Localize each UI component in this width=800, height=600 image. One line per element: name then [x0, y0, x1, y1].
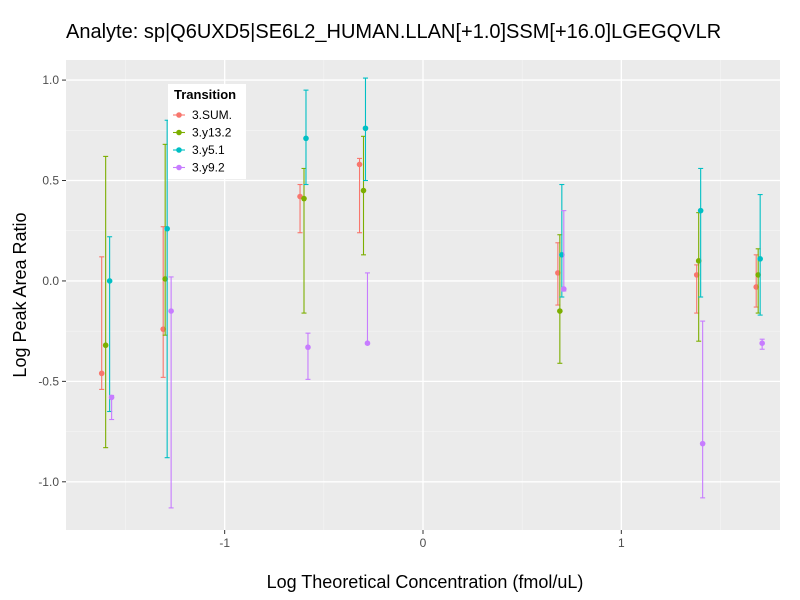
- data-point: [561, 286, 567, 292]
- legend-label: 3.y13.2: [192, 126, 232, 140]
- data-point: [168, 308, 174, 314]
- data-point: [557, 308, 563, 314]
- legend-title: Transition: [174, 87, 236, 102]
- y-tick-label: -0.5: [38, 374, 59, 388]
- legend-item: 3.y13.2: [173, 126, 232, 140]
- x-axis-title: Log Theoretical Concentration (fmol/uL): [267, 572, 584, 592]
- x-tick-label: -1: [219, 536, 230, 550]
- data-point: [162, 276, 168, 282]
- data-point: [356, 161, 363, 168]
- data-point: [301, 195, 307, 202]
- y-tick-label: -1.0: [38, 475, 59, 489]
- x-tick-label: 1: [618, 536, 625, 550]
- y-tick-label: 1.0: [42, 73, 59, 87]
- data-layer: [98, 77, 765, 509]
- grid-major: [66, 60, 780, 530]
- data-point: [106, 278, 113, 284]
- series-group: [108, 210, 765, 509]
- data-point: [164, 225, 170, 232]
- series-group: [98, 157, 759, 390]
- y-axis-title: Log Peak Area Ratio: [10, 212, 30, 377]
- data-point: [108, 394, 115, 401]
- data-point: [753, 284, 759, 290]
- data-point: [757, 256, 763, 262]
- legend-key-point: [176, 147, 182, 153]
- chart-title: Analyte: sp|Q6UXD5|SE6L2_HUMAN.LLAN[+1.0…: [66, 21, 721, 43]
- data-point: [699, 440, 706, 447]
- data-point: [160, 326, 166, 332]
- y-tick-label: 0.5: [42, 174, 59, 188]
- data-point: [759, 340, 765, 347]
- x-tick-label: 0: [420, 536, 427, 550]
- data-point: [697, 207, 704, 214]
- data-point: [362, 125, 369, 132]
- x-axis: -1 0 1: [219, 530, 625, 550]
- legend-item: 3.y5.1: [173, 143, 225, 157]
- legend-key-point: [176, 129, 182, 136]
- legend-key-point: [176, 112, 182, 118]
- legend-label: 3.y9.2: [192, 161, 225, 175]
- data-point: [559, 252, 565, 258]
- legend: Transition 3.SUM. 3.y13.2 3.y5.1 3.y9.2: [168, 84, 246, 179]
- data-point: [360, 187, 367, 194]
- data-point: [755, 272, 761, 278]
- data-point: [693, 272, 700, 278]
- legend-item: 3.y9.2: [173, 161, 225, 175]
- data-point: [303, 135, 309, 142]
- data-point: [98, 370, 105, 377]
- series-group: [106, 77, 763, 459]
- data-point: [555, 270, 561, 276]
- data-point: [305, 344, 311, 351]
- legend-label: 3.SUM.: [192, 108, 232, 122]
- legend-items: 3.SUM. 3.y13.2 3.y5.1 3.y9.2: [173, 108, 232, 175]
- y-axis: -1.0 -0.5 0.0 0.5 1.0: [38, 73, 66, 489]
- data-point: [364, 340, 371, 347]
- legend-key-point: [176, 164, 182, 171]
- legend-item: 3.SUM.: [173, 108, 232, 122]
- legend-label: 3.y5.1: [192, 143, 225, 157]
- data-point: [695, 258, 702, 264]
- y-tick-label: 0.0: [42, 274, 59, 288]
- data-point: [102, 342, 109, 349]
